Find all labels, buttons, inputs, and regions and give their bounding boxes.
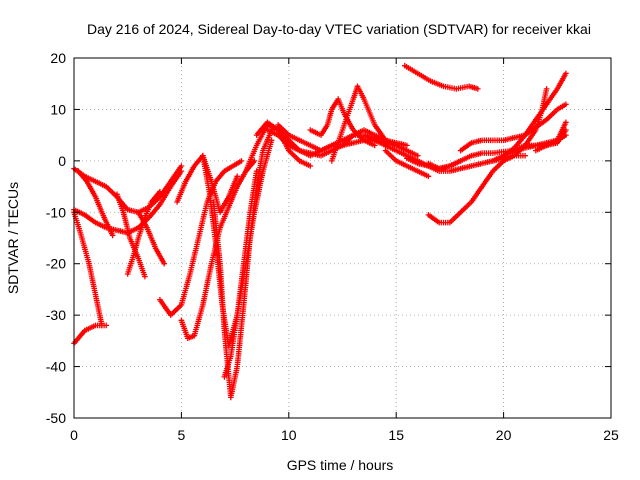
series-markers <box>533 119 569 154</box>
axis-ticks <box>73 57 612 419</box>
x-tick-label: 15 <box>388 427 404 443</box>
x-tick-labels: 0 5 10 15 20 25 <box>70 427 619 443</box>
series-markers <box>135 209 167 267</box>
series-sat-ae <box>511 86 550 159</box>
series-markers <box>221 168 260 380</box>
series-sat-af <box>533 119 569 154</box>
series-sat-d <box>75 168 116 239</box>
series-sat-n <box>221 168 260 380</box>
series-sat-aa <box>425 152 518 226</box>
y-tick-label: 20 <box>50 50 66 66</box>
series-sat-u <box>339 127 421 159</box>
x-axis-label: GPS time / hours <box>287 457 394 473</box>
series-markers <box>174 152 240 216</box>
y-tick-label: -40 <box>46 359 66 375</box>
y-tick-label: -30 <box>46 307 66 323</box>
x-tick-label: 25 <box>603 427 619 443</box>
y-tick-label: -50 <box>46 410 66 426</box>
chart-title: Day 216 of 2024, Sidereal Day-to-day VTE… <box>87 21 591 37</box>
series-markers <box>511 86 550 159</box>
series-markers <box>402 62 481 92</box>
x-tick-label: 0 <box>70 427 78 443</box>
x-tick-label: 20 <box>496 427 512 443</box>
series-markers <box>75 168 116 239</box>
y-tick-label: 10 <box>50 101 66 117</box>
series-markers <box>382 147 432 180</box>
series-layer <box>71 62 569 401</box>
series-markers <box>339 127 421 159</box>
series-markers <box>425 152 518 226</box>
plot-frame <box>73 57 612 419</box>
y-tick-label: -20 <box>46 256 66 272</box>
x-tick-label: 10 <box>281 427 297 443</box>
y-tick-label: -10 <box>46 204 66 220</box>
series-sat-w <box>382 147 432 180</box>
y-axis-label: SDTVAR / TECUs <box>5 182 21 294</box>
y-tick-label: 0 <box>58 153 66 169</box>
series-markers <box>124 188 163 277</box>
series-sat-g <box>124 188 163 277</box>
series-sat-k <box>174 152 240 216</box>
series-sat-h <box>135 209 167 267</box>
y-tick-labels: -50 -40 -30 -20 -10 0 10 20 <box>46 50 66 426</box>
x-tick-label: 5 <box>178 427 186 443</box>
series-sat-x <box>402 62 481 92</box>
